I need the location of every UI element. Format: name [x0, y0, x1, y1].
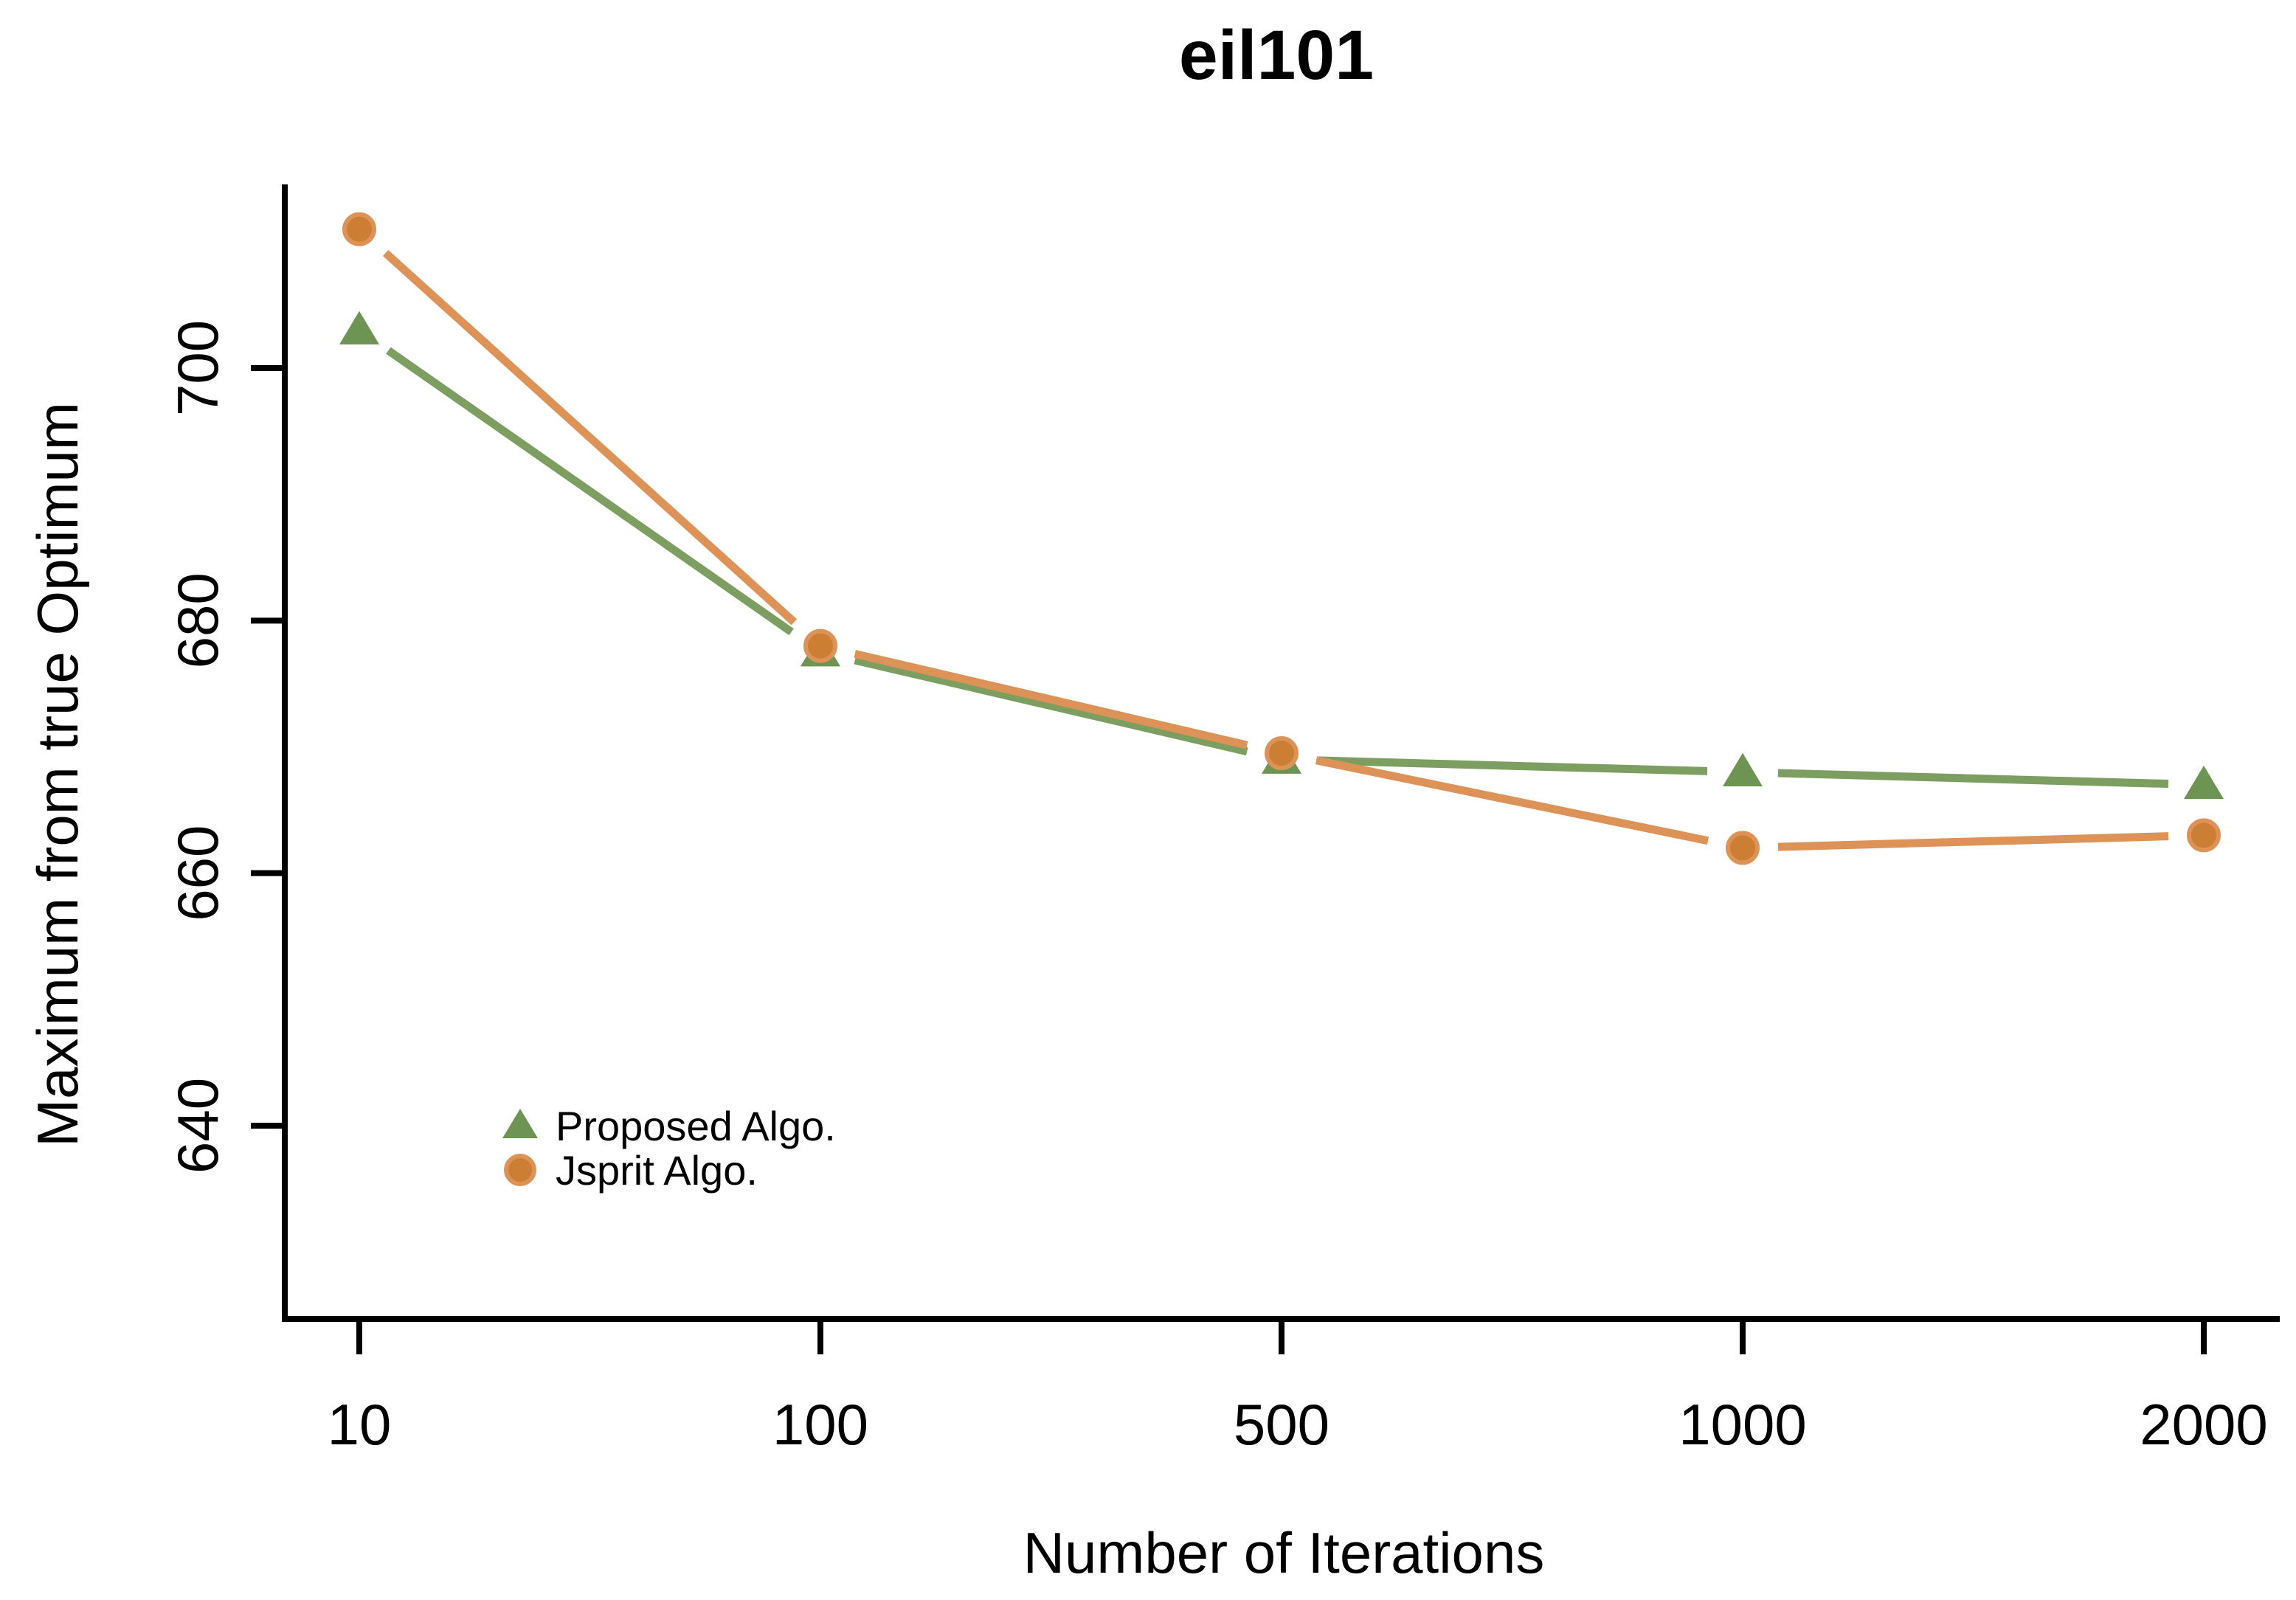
series-line-proposed-algo [1777, 769, 2169, 789]
legend-marker-circle-icon [504, 1154, 536, 1186]
data-point-circle-icon-jsprit-algo [1265, 736, 1299, 771]
series-line-proposed-algo [854, 656, 1248, 756]
legend-marker-triangle-icon [502, 1109, 538, 1139]
series-line-proposed-algo [1316, 756, 1708, 775]
data-point-triangle-icon-proposed-algo [1723, 752, 1763, 786]
x-tick-label: 1000 [1678, 1392, 1807, 1457]
series-line-proposed-algo [386, 347, 794, 636]
y-tick-label: 680 [165, 572, 230, 668]
x-tick-label: 10 [328, 1392, 392, 1457]
data-point-triangle-icon-proposed-algo [2184, 765, 2224, 800]
legend-label: Jsprit Algo. [556, 1147, 758, 1194]
series-line-jsprit-algo [382, 249, 798, 626]
x-tick-label: 500 [1234, 1392, 1329, 1457]
x-tick-label: 100 [772, 1392, 868, 1457]
legend: Proposed Algo.Jsprit Algo. [502, 1103, 836, 1194]
data-point-circle-icon-jsprit-algo [342, 212, 376, 246]
x-tick-label: 2000 [2140, 1392, 2268, 1457]
series-line-jsprit-algo [1315, 756, 1709, 845]
y-tick-label: 660 [165, 825, 230, 921]
data-point-circle-icon-jsprit-algo [803, 628, 837, 663]
y-axis-label: Maximum from true Optimum [25, 402, 90, 1147]
series-line-jsprit-algo [1777, 832, 2169, 851]
data-point-circle-icon-jsprit-algo [2187, 818, 2221, 853]
chart-title: eil101 [1179, 16, 1374, 94]
y-tick-label: 700 [165, 320, 230, 416]
legend-label: Proposed Algo. [556, 1103, 836, 1149]
data-point-circle-icon-jsprit-algo [1726, 831, 1760, 865]
series-line-jsprit-algo [854, 650, 1248, 749]
data-point-triangle-icon-proposed-algo [339, 311, 379, 344]
y-tick-label: 640 [165, 1078, 230, 1174]
x-axis-label: Number of Iterations [1023, 1520, 1545, 1585]
plot-area: 640 660 680 700 10 100 500 1000 2000 Proposed Alg… [165, 184, 2280, 1457]
